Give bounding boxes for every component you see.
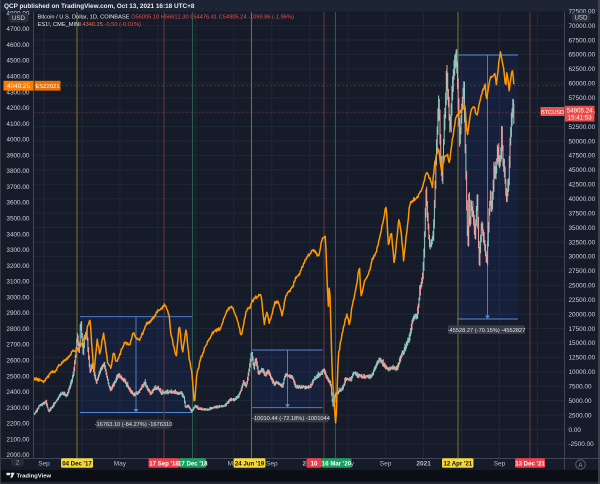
- svg-text:13 Dec '21: 13 Dec '21: [515, 460, 545, 467]
- svg-text:4400.00: 4400.00: [6, 74, 30, 81]
- svg-text:40000.00: 40000.00: [569, 196, 596, 203]
- svg-text:4700.00: 4700.00: [6, 26, 30, 33]
- svg-text:3900.00: 3900.00: [6, 152, 30, 159]
- svg-text:4500.00: 4500.00: [6, 58, 30, 65]
- svg-text:Sep: Sep: [380, 461, 392, 468]
- svg-text:24 Jun '19: 24 Jun '19: [235, 460, 265, 467]
- svg-text:3700.00: 3700.00: [6, 184, 30, 191]
- svg-text:3500.00: 3500.00: [6, 216, 30, 223]
- svg-text:17 Sep '18: 17 Sep '18: [149, 460, 179, 467]
- svg-text:10: 10: [311, 460, 318, 467]
- svg-text:ESZ2021: ESZ2021: [35, 84, 59, 90]
- svg-text:72500.00: 72500.00: [569, 9, 596, 16]
- svg-text:62500.00: 62500.00: [569, 66, 596, 73]
- svg-text:27500.00: 27500.00: [569, 268, 596, 275]
- svg-text:3300.00: 3300.00: [6, 247, 30, 254]
- svg-text:2200.00: 2200.00: [6, 421, 30, 428]
- svg-text:3400.00: 3400.00: [6, 231, 30, 238]
- svg-text:67500.00: 67500.00: [569, 37, 596, 44]
- svg-text:25000.00: 25000.00: [569, 283, 596, 290]
- svg-text:4100.00: 4100.00: [6, 121, 30, 128]
- svg-text:4200.00: 4200.00: [6, 105, 30, 112]
- svg-text:65000.00: 65000.00: [569, 52, 596, 59]
- svg-text:Sep: Sep: [38, 461, 50, 468]
- svg-text:-2500.00: -2500.00: [569, 441, 595, 448]
- svg-text:QCP published on TradingView.c: QCP published on TradingView.com, Oct 13…: [4, 3, 195, 10]
- svg-text:-10010.44 (-72.18%) -1001044: -10010.44 (-72.18%) -1001044: [252, 416, 330, 422]
- svg-text:15:41:53: 15:41:53: [568, 115, 593, 122]
- svg-text:2021: 2021: [416, 461, 431, 468]
- svg-text:4300.00: 4300.00: [6, 89, 30, 96]
- svg-text:2: 2: [16, 459, 20, 466]
- svg-text:2300.00: 2300.00: [6, 405, 30, 412]
- svg-text:ES1!, CME_MINI 4340.25 -0.50 (: ES1!, CME_MINI 4340.25 -0.50 (-0.01%): [38, 22, 142, 28]
- svg-text:22500.00: 22500.00: [569, 297, 596, 304]
- svg-text:May: May: [114, 461, 127, 468]
- svg-text:2000.00: 2000.00: [6, 452, 30, 459]
- svg-text:45000.00: 45000.00: [569, 167, 596, 174]
- svg-text:USD: USD: [574, 15, 588, 22]
- svg-text:32500.00: 32500.00: [569, 239, 596, 246]
- svg-text:3100.00: 3100.00: [6, 279, 30, 286]
- svg-text:60000.00: 60000.00: [569, 81, 596, 88]
- svg-text:7500.00: 7500.00: [569, 384, 593, 391]
- svg-text:A: A: [578, 462, 583, 469]
- svg-text:3200.00: 3200.00: [6, 263, 30, 270]
- svg-text:10000.00: 10000.00: [569, 369, 596, 376]
- svg-text:2800.00: 2800.00: [6, 326, 30, 333]
- svg-text:Sep: Sep: [266, 461, 278, 468]
- svg-text:17500.00: 17500.00: [569, 326, 596, 333]
- svg-text:37500.00: 37500.00: [569, 210, 596, 217]
- svg-text:2100.00: 2100.00: [6, 436, 30, 443]
- svg-text:TradingView: TradingView: [17, 474, 52, 480]
- svg-text:2500.00: 2500.00: [569, 412, 593, 419]
- svg-text:Sep: Sep: [494, 461, 506, 468]
- svg-text:52500.00: 52500.00: [569, 124, 596, 131]
- svg-text:BTCUSD: BTCUSD: [541, 110, 564, 116]
- svg-text:50000.00: 50000.00: [569, 138, 596, 145]
- svg-text:42500.00: 42500.00: [569, 182, 596, 189]
- svg-text:70000.00: 70000.00: [569, 23, 596, 30]
- svg-text:3800.00: 3800.00: [6, 168, 30, 175]
- svg-text:2900.00: 2900.00: [6, 310, 30, 317]
- svg-text:57500.00: 57500.00: [569, 95, 596, 102]
- svg-text:-45528.27 (-70.15%) -4552827: -45528.27 (-70.15%) -4552827: [448, 328, 526, 334]
- svg-text:16 Mar '20: 16 Mar '20: [322, 460, 352, 467]
- svg-text:12500.00: 12500.00: [569, 355, 596, 362]
- svg-text:2700.00: 2700.00: [6, 342, 30, 349]
- svg-text:54905.24: 54905.24: [567, 107, 593, 114]
- svg-text:5000.00: 5000.00: [569, 398, 593, 405]
- svg-text:2400.00: 2400.00: [6, 389, 30, 396]
- svg-text:4340.25: 4340.25: [7, 83, 31, 90]
- svg-text:12 Apr '21: 12 Apr '21: [443, 460, 472, 467]
- svg-text:2500.00: 2500.00: [6, 373, 30, 380]
- svg-text:35000.00: 35000.00: [569, 225, 596, 232]
- svg-text:4600.00: 4600.00: [6, 42, 30, 49]
- svg-text:-16763.10 (-84.27%) -1676310: -16763.10 (-84.27%) -1676310: [95, 422, 173, 428]
- svg-text:15000.00: 15000.00: [569, 340, 596, 347]
- svg-text:17 Dec '18: 17 Dec '18: [178, 460, 208, 467]
- svg-text:0.00: 0.00: [569, 427, 582, 434]
- svg-text:3000.00: 3000.00: [6, 294, 30, 301]
- svg-text:2600.00: 2600.00: [6, 358, 30, 365]
- svg-text:30000.00: 30000.00: [569, 254, 596, 261]
- svg-text:4000.00: 4000.00: [6, 137, 30, 144]
- svg-text:3600.00: 3600.00: [6, 200, 30, 207]
- svg-text:Bitcoin / U.S. Dollar, 1D, COI: Bitcoin / U.S. Dollar, 1D, COINBASE O560…: [38, 15, 295, 21]
- svg-text:04 Dec '17: 04 Dec '17: [62, 460, 92, 467]
- svg-text:47500.00: 47500.00: [569, 153, 596, 160]
- svg-text:USD: USD: [12, 15, 26, 22]
- svg-text:20000.00: 20000.00: [569, 311, 596, 318]
